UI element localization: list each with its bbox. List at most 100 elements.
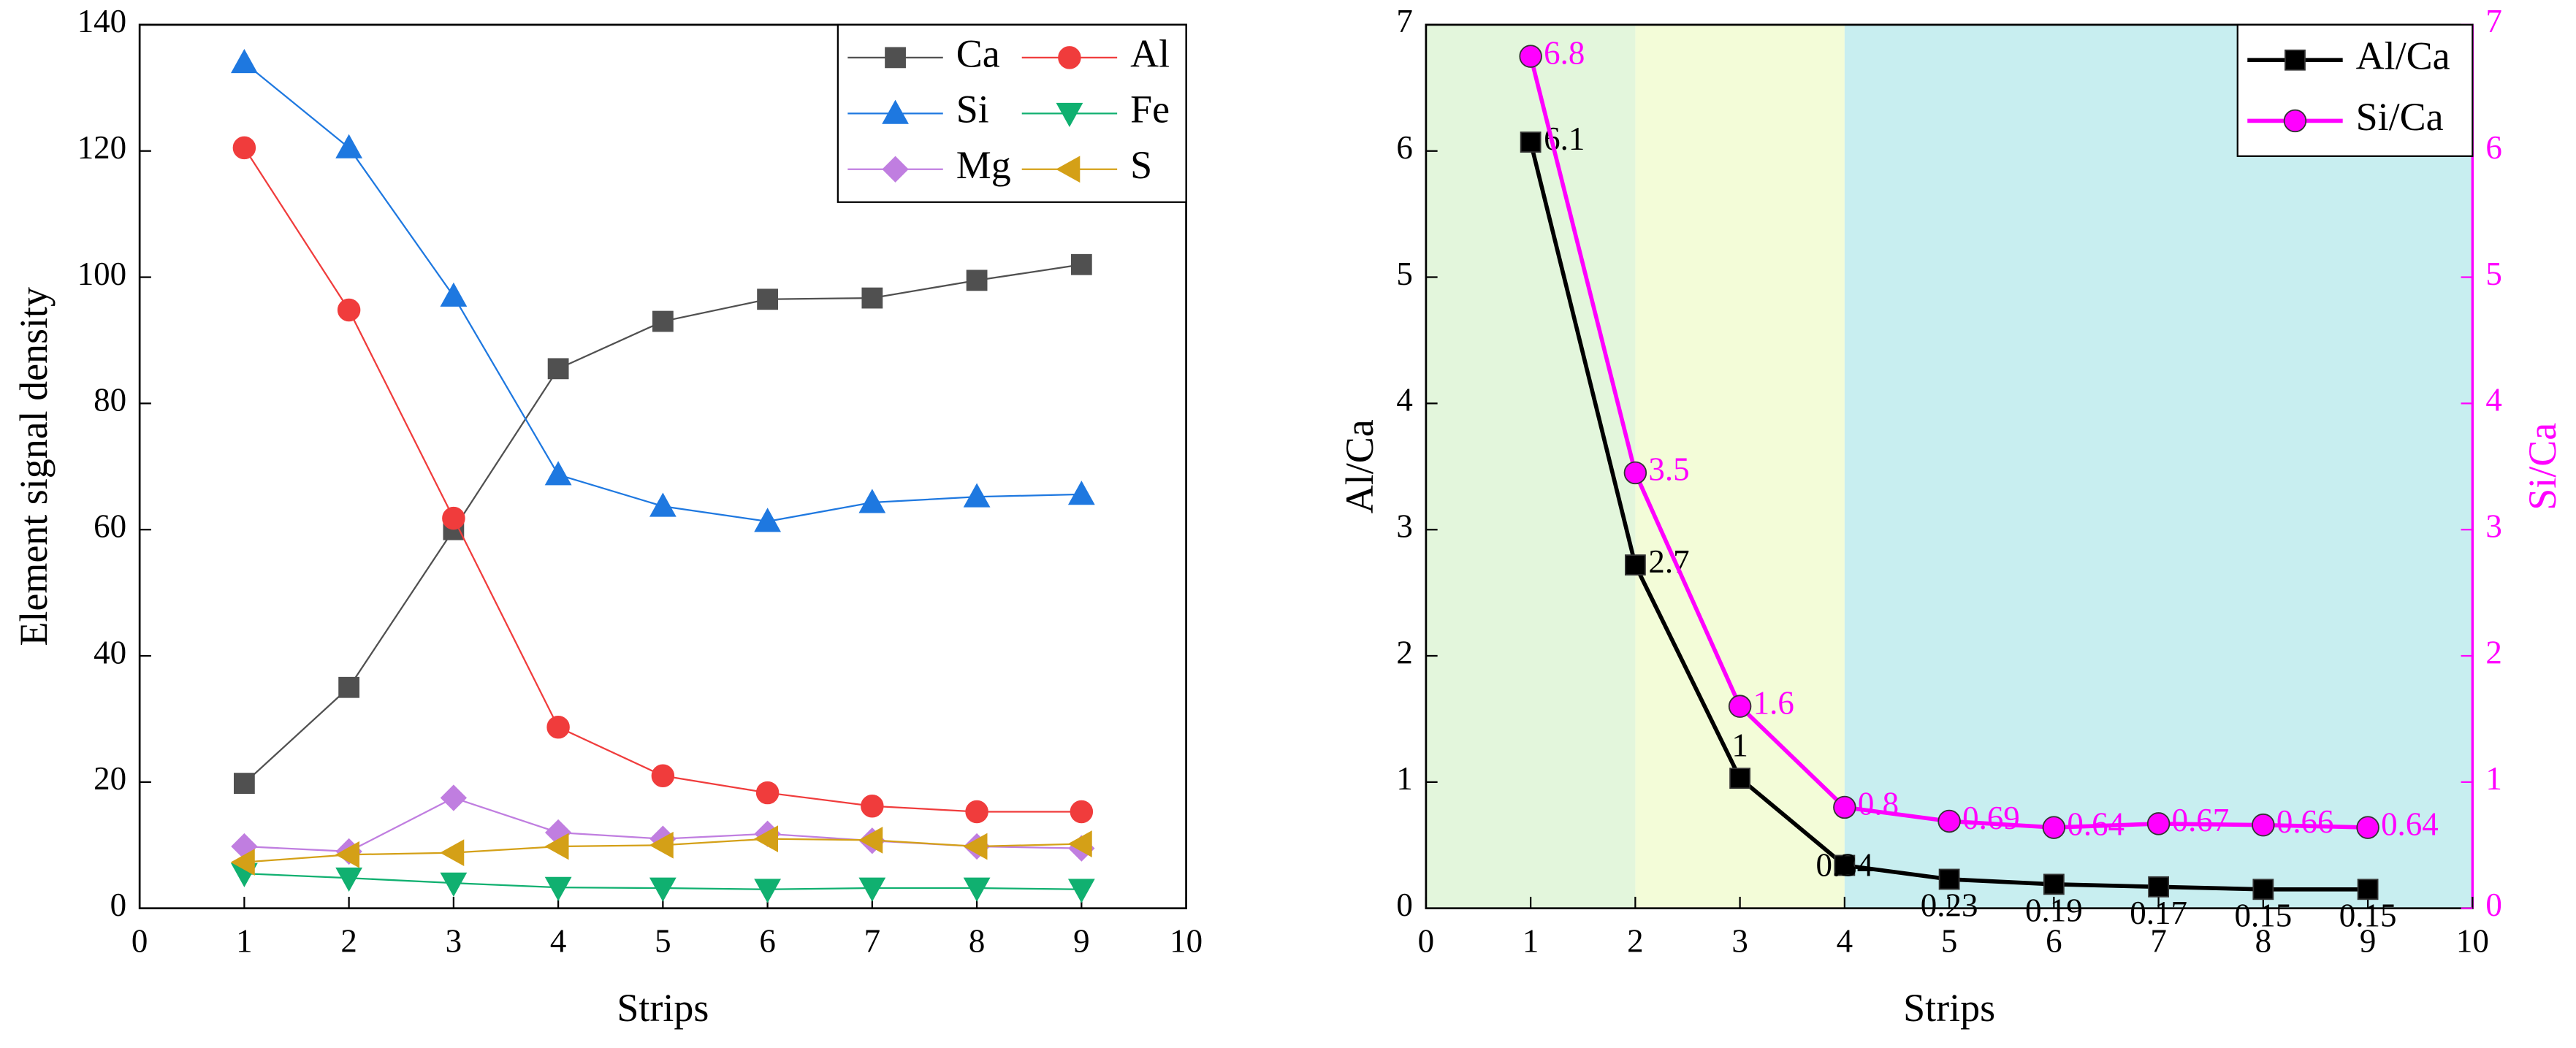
marker [858,877,886,902]
marker [1728,695,1752,718]
value-label: 3.5 [1648,451,1689,488]
marker [335,134,363,158]
value-label: 0.15 [2339,898,2397,934]
value-label: 0.67 [2172,802,2230,838]
marker [753,825,778,853]
marker [2043,873,2065,895]
marker [547,358,569,380]
marker [649,831,674,859]
y2-tick-label: 2 [2485,634,2501,670]
value-label: 0.19 [2025,892,2083,929]
y2-tick-label: 1 [2485,760,2501,797]
x-tick-label: 3 [446,922,462,959]
marker [2148,876,2169,898]
x-tick-label: 5 [1941,922,1957,959]
marker [2356,816,2379,839]
legend-label: Ca [956,31,1000,75]
y-tick-label: 0 [1396,887,1412,923]
y2-tick-label: 6 [2485,129,2501,166]
marker [1519,45,1542,68]
x-tick-label: 6 [759,922,775,959]
marker [1624,554,1646,575]
x-tick-label: 5 [655,922,671,959]
marker [754,879,781,903]
x-tick-label: 4 [550,922,566,959]
marker [544,833,569,860]
marker [230,849,255,876]
y-tick-label: 140 [77,3,126,39]
value-label: 0.69 [1962,800,2020,836]
marker [2285,49,2306,71]
marker [882,156,909,183]
legend-label: Al/Ca [2356,34,2450,78]
x-tick-label: 10 [2456,922,2489,959]
legend-box [2236,23,2474,157]
x-tick-label: 0 [132,922,148,959]
marker [1070,800,1094,824]
y-tick-label: 20 [94,760,126,797]
marker [2252,879,2274,900]
region-band [1425,24,1636,909]
marker [544,461,572,486]
y-tick-label: 6 [1396,129,1412,166]
value-label: 0.15 [2234,898,2292,934]
marker [649,877,677,902]
legend-label: S [1130,143,1152,187]
marker [754,508,781,532]
marker [882,99,909,124]
y2-tick-label: 5 [2485,256,2501,292]
y-tick-label: 80 [94,382,126,418]
marker [337,298,361,322]
value-label: 0.66 [2276,803,2334,840]
y-tick-label: 3 [1396,508,1412,545]
marker [338,676,360,698]
legend-label: Fe [1130,88,1170,131]
marker [649,492,677,517]
legend-label: Mg [956,143,1011,187]
marker [1938,868,1960,890]
marker [440,784,468,811]
y-tick-label: 40 [94,634,126,670]
marker [335,867,363,892]
y-tick-label: 1 [1396,760,1412,797]
value-label: 0.23 [1921,887,1978,924]
marker [858,826,883,854]
value-label: 0.64 [2067,806,2125,842]
x-tick-label: 4 [1837,922,1853,959]
value-label: 0.34 [1816,847,1874,884]
marker [1729,768,1751,789]
series-line [243,147,1082,813]
marker [1833,795,1856,819]
marker [440,282,468,307]
marker [2146,812,2171,835]
marker [1058,46,1081,69]
marker [861,287,883,309]
region-band [1635,24,1845,909]
y-tick-label: 5 [1396,256,1412,292]
marker [2283,109,2307,133]
y-tick-label: 60 [94,508,126,545]
value-label: 1 [1731,727,1748,764]
marker [1070,253,1092,275]
marker [1937,809,1961,833]
y-tick-label: 120 [77,129,126,166]
x-tick-label: 9 [2360,922,2376,959]
x-tick-label: 2 [1627,922,1643,959]
y2-tick-label: 4 [2485,382,2501,418]
marker [861,794,884,818]
x-tick-label: 1 [236,922,252,959]
series-line [243,264,1082,784]
x-tick-label: 3 [1731,922,1748,959]
legend-label: Si/Ca [2356,95,2444,139]
marker [652,310,674,332]
x-axis-label: Strips [1903,986,1995,1030]
y-axis-label: Al/Ca [1338,419,1382,513]
y2-axis-label: Si/Ca [2520,423,2564,510]
marker [546,715,570,739]
marker [858,489,886,513]
marker [440,872,468,897]
marker [757,288,778,310]
legend-label: Al [1130,31,1170,75]
